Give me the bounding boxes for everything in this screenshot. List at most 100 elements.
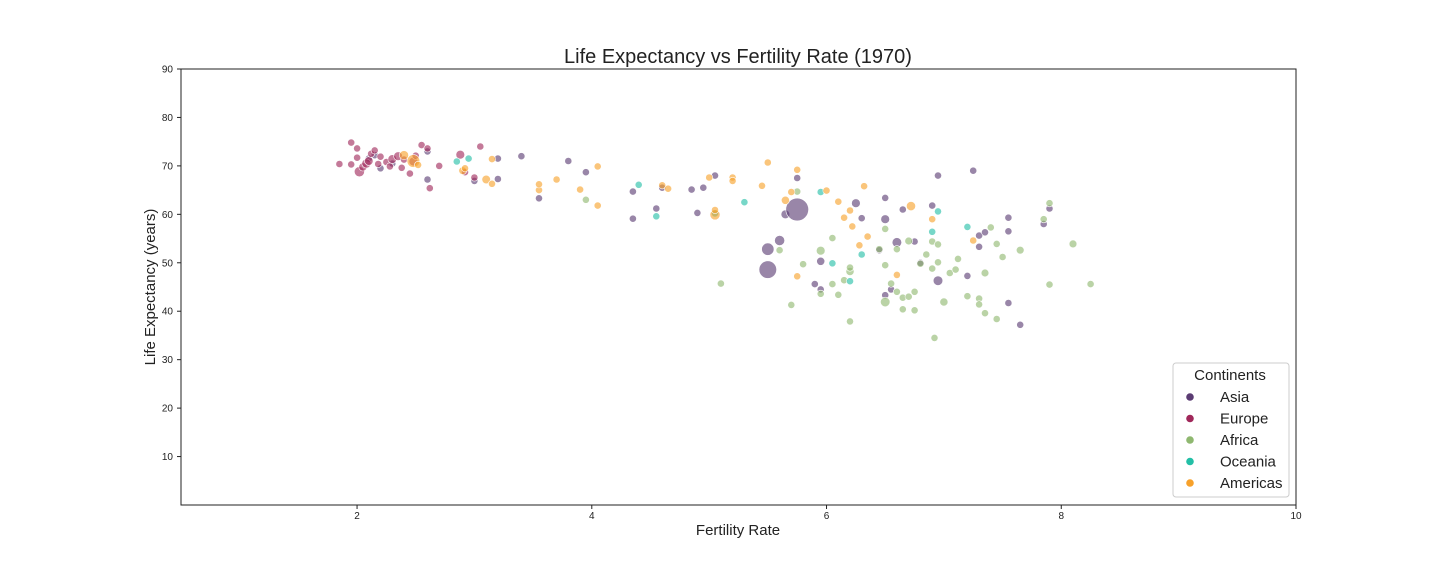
point-europe — [423, 144, 432, 153]
point-americas — [863, 232, 872, 241]
point-asia — [699, 183, 708, 192]
legend: Continents Asia Europe Africa Oceania Americ… — [1172, 362, 1290, 498]
point-oceania — [828, 259, 837, 268]
point-europe — [364, 156, 374, 166]
legend-label-oceania: Oceania — [1220, 454, 1277, 471]
point-americas — [488, 155, 496, 163]
point-africa — [922, 250, 931, 259]
point-europe — [455, 150, 465, 160]
point-africa — [875, 245, 884, 254]
legend-label-africa: Africa — [1220, 432, 1259, 449]
point-africa — [986, 223, 995, 232]
point-americas — [552, 175, 561, 184]
point-europe — [435, 161, 444, 170]
legend-marker-africa — [1186, 436, 1194, 444]
point-oceania — [452, 157, 461, 166]
point-oceania — [634, 180, 643, 189]
point-africa — [954, 254, 962, 263]
point-oceania — [464, 154, 473, 163]
point-asia — [880, 214, 890, 224]
point-africa — [934, 258, 942, 267]
point-oceania — [857, 250, 866, 259]
y-tick-label: 90 — [162, 65, 174, 76]
point-europe — [405, 169, 414, 178]
point-asia — [564, 157, 573, 165]
x-tick-label: 6 — [824, 511, 830, 522]
point-asia — [758, 260, 777, 279]
point-asia — [687, 185, 696, 194]
point-americas — [846, 206, 854, 215]
point-asia — [652, 204, 661, 213]
point-asia — [629, 187, 637, 196]
point-asia — [857, 214, 866, 223]
point-africa — [893, 287, 901, 296]
point-europe — [417, 141, 426, 149]
point-americas — [822, 186, 831, 195]
point-americas — [576, 185, 584, 194]
point-americas — [855, 241, 864, 250]
point-europe — [335, 160, 344, 168]
point-asia — [934, 171, 942, 180]
point-americas — [840, 213, 848, 222]
point-europe — [347, 138, 356, 147]
point-africa — [846, 263, 854, 272]
point-asia — [975, 242, 983, 251]
point-asia — [932, 275, 944, 286]
point-asia — [785, 197, 809, 222]
y-tick-label: 20 — [162, 404, 174, 415]
point-africa — [1068, 239, 1078, 249]
point-europe — [385, 162, 394, 171]
point-americas — [834, 197, 843, 206]
point-africa — [582, 195, 590, 204]
x-tick-label: 2 — [354, 511, 360, 522]
y-tick-label: 60 — [162, 210, 174, 221]
point-americas — [758, 181, 766, 190]
point-africa — [816, 289, 825, 298]
point-asia — [981, 228, 989, 237]
point-oceania — [934, 207, 942, 216]
point-americas — [481, 174, 491, 185]
y-axis-label: Life Expectancy (years) — [142, 209, 159, 366]
point-africa — [799, 260, 807, 269]
point-oceania — [928, 227, 937, 236]
point-americas — [781, 195, 790, 205]
y-axis-ticks: 10 20 30 40 50 60 70 80 90 — [162, 65, 181, 463]
point-europe — [353, 153, 361, 162]
point-africa — [1039, 215, 1048, 224]
point-asia — [423, 175, 432, 184]
point-asia — [881, 193, 890, 202]
point-africa — [880, 296, 891, 308]
point-asia — [1004, 299, 1013, 307]
point-africa — [881, 261, 890, 270]
point-africa — [834, 290, 843, 299]
legend-label-asia: Asia — [1220, 389, 1250, 406]
plot-area — [180, 68, 1297, 506]
point-europe — [476, 142, 485, 151]
point-africa — [910, 287, 919, 296]
point-americas — [787, 188, 796, 196]
point-europe — [374, 160, 383, 168]
x-tick-label: 10 — [1290, 511, 1302, 522]
point-asia — [1016, 320, 1025, 329]
point-americas — [728, 176, 737, 185]
point-asia — [975, 231, 983, 240]
point-americas — [848, 222, 857, 231]
point-europe — [397, 163, 406, 172]
point-africa — [1086, 280, 1095, 288]
point-asia — [816, 256, 826, 266]
point-europe — [376, 152, 385, 161]
point-africa — [992, 239, 1001, 248]
point-africa — [893, 245, 901, 254]
point-americas — [593, 162, 602, 171]
point-africa — [916, 259, 925, 268]
point-americas — [893, 270, 901, 279]
point-asia — [629, 214, 637, 223]
point-africa — [1045, 199, 1054, 208]
point-americas — [399, 150, 409, 161]
y-tick-label: 70 — [162, 161, 174, 172]
point-africa — [934, 240, 942, 249]
point-americas — [793, 272, 802, 281]
legend-marker-americas — [1186, 479, 1194, 487]
point-americas — [711, 206, 719, 214]
